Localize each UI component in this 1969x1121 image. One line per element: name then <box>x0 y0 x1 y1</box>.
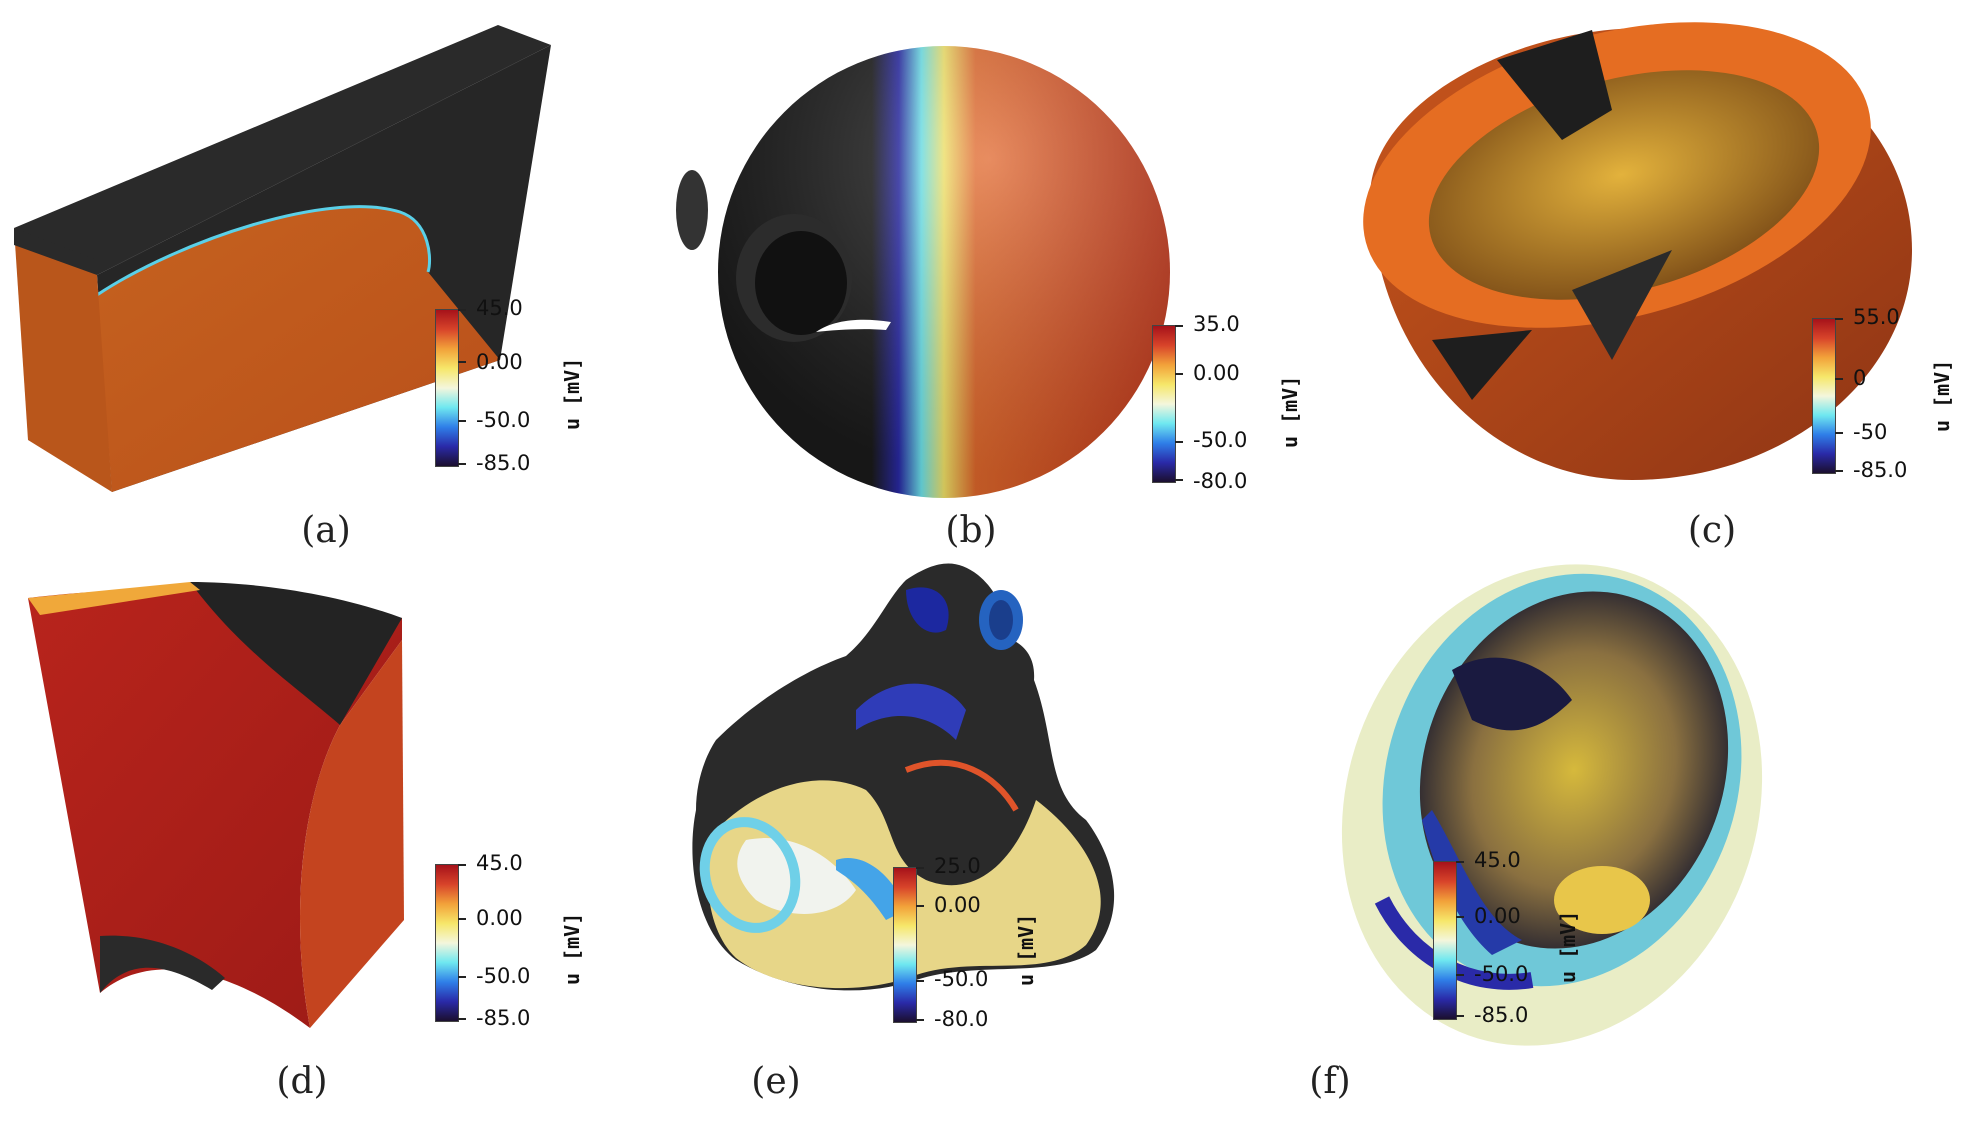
slab-geometry <box>14 25 551 492</box>
colorbar-tick-label: -50.0 <box>476 964 531 988</box>
colorbar-tick <box>458 361 466 363</box>
colorbar-tick <box>1175 373 1183 375</box>
colorbar-tick <box>916 1019 924 1021</box>
colorbar-tick <box>916 905 924 907</box>
colorbar-tick <box>1175 441 1183 443</box>
colorbar-tick <box>1835 318 1843 320</box>
colorbar-unit-label: u [mV] <box>560 357 584 430</box>
colorbar-unit-label: u [mV] <box>1014 913 1038 986</box>
caption-a: (a) <box>301 510 351 551</box>
colorbar-tick-label: 0.00 <box>1474 904 1521 928</box>
colorbar-tick-label: 45.0 <box>1474 848 1521 872</box>
colorbar-tick <box>1175 325 1183 327</box>
colorbar-tick-label: 25.0 <box>934 854 981 878</box>
wedge-geometry <box>28 582 404 1028</box>
colorbar-gradient <box>435 309 459 467</box>
colorbar-tick <box>1175 479 1183 481</box>
panel-b: 35.0 0.00 -50.0 -80.0 u [mV] (b) <box>656 0 1312 560</box>
ventricle-geometry <box>1341 564 1763 1046</box>
colorbar-unit-label: u [mV] <box>1278 375 1302 448</box>
colorbar-unit-label: u [mV] <box>1930 359 1954 432</box>
colorbar-tick-label: 55.0 <box>1853 305 1900 329</box>
colorbar-tick <box>1456 861 1464 863</box>
colorbar-unit-label: u [mV] <box>1556 910 1580 983</box>
colorbar-tick-label: -85.0 <box>476 1006 531 1030</box>
colorbar-tick-label: 0.00 <box>1193 361 1240 385</box>
colorbar-tick-label: 0.00 <box>476 906 523 930</box>
colorbar-tick-label: -50.0 <box>476 408 531 432</box>
colorbar-tick-label: -50.0 <box>1193 428 1248 452</box>
colorbar-tick-label: -50 <box>1853 420 1888 444</box>
colorbar-gradient <box>1812 318 1836 474</box>
colorbar-tick <box>458 864 466 866</box>
colorbar-tick-label: 0.00 <box>476 350 523 374</box>
caption-b: (b) <box>945 510 997 551</box>
colorbar-tick <box>916 867 924 869</box>
bowl-geometry <box>1363 22 1912 480</box>
colorbar-tick-label: -50.0 <box>1474 962 1529 986</box>
caption-c: (c) <box>1687 510 1737 551</box>
panel-e: 25.0 0.00 -50.0 -80.0 u [mV] (e) <box>656 560 1312 1121</box>
colorbar-tick <box>1835 378 1843 380</box>
panel-f: 45.0 0.00 -50.0 -85.0 u [mV] (f) <box>1309 560 1969 1121</box>
panel-a: 45.0 0.00 -50.0 -85.0 u [mV] (a) <box>0 0 656 560</box>
sphere-geometry <box>676 46 1170 498</box>
colorbar-tick <box>458 309 466 311</box>
colorbar-tick <box>458 463 466 465</box>
colorbar-tick <box>458 976 466 978</box>
colorbar-tick <box>458 1018 466 1020</box>
colorbar-tick <box>458 420 466 422</box>
colorbar-tick <box>1456 974 1464 976</box>
colorbar-tick-label: -85.0 <box>1474 1003 1529 1027</box>
colorbar-tick-label: 45.0 <box>476 296 523 320</box>
colorbar-tick-label: -50.0 <box>934 967 989 991</box>
colorbar-tick-label: -80.0 <box>934 1007 989 1031</box>
colorbar-tick <box>916 980 924 982</box>
colorbar-tick <box>1456 916 1464 918</box>
colorbar-tick <box>1835 470 1843 472</box>
panel-c: 55.0 0 -50 -85.0 u [mV] (c) <box>1312 0 1969 560</box>
colorbar-unit-label: u [mV] <box>560 912 584 985</box>
caption-f: (f) <box>1309 1061 1351 1102</box>
caption-e: (e) <box>751 1061 801 1102</box>
colorbar-gradient <box>1152 325 1176 483</box>
colorbar-tick <box>1835 432 1843 434</box>
colorbar-tick-label: -80.0 <box>1193 469 1248 493</box>
colorbar-gradient <box>435 864 459 1022</box>
colorbar-tick-label: -85.0 <box>476 451 531 475</box>
colorbar-tick-label: -85.0 <box>1853 458 1908 482</box>
colorbar-tick <box>1456 1015 1464 1017</box>
colorbar-tick-label: 35.0 <box>1193 312 1240 336</box>
colorbar-tick-label: 45.0 <box>476 851 523 875</box>
colorbar-gradient <box>1433 861 1457 1020</box>
colorbar-tick <box>458 918 466 920</box>
colorbar-tick-label: 0.00 <box>934 893 981 917</box>
panel-d: 45.0 0.00 -50.0 -85.0 u [mV] (d) <box>0 560 656 1121</box>
caption-d: (d) <box>276 1061 328 1102</box>
colorbar-tick-label: 0 <box>1853 366 1867 390</box>
colorbar-gradient <box>893 867 917 1023</box>
